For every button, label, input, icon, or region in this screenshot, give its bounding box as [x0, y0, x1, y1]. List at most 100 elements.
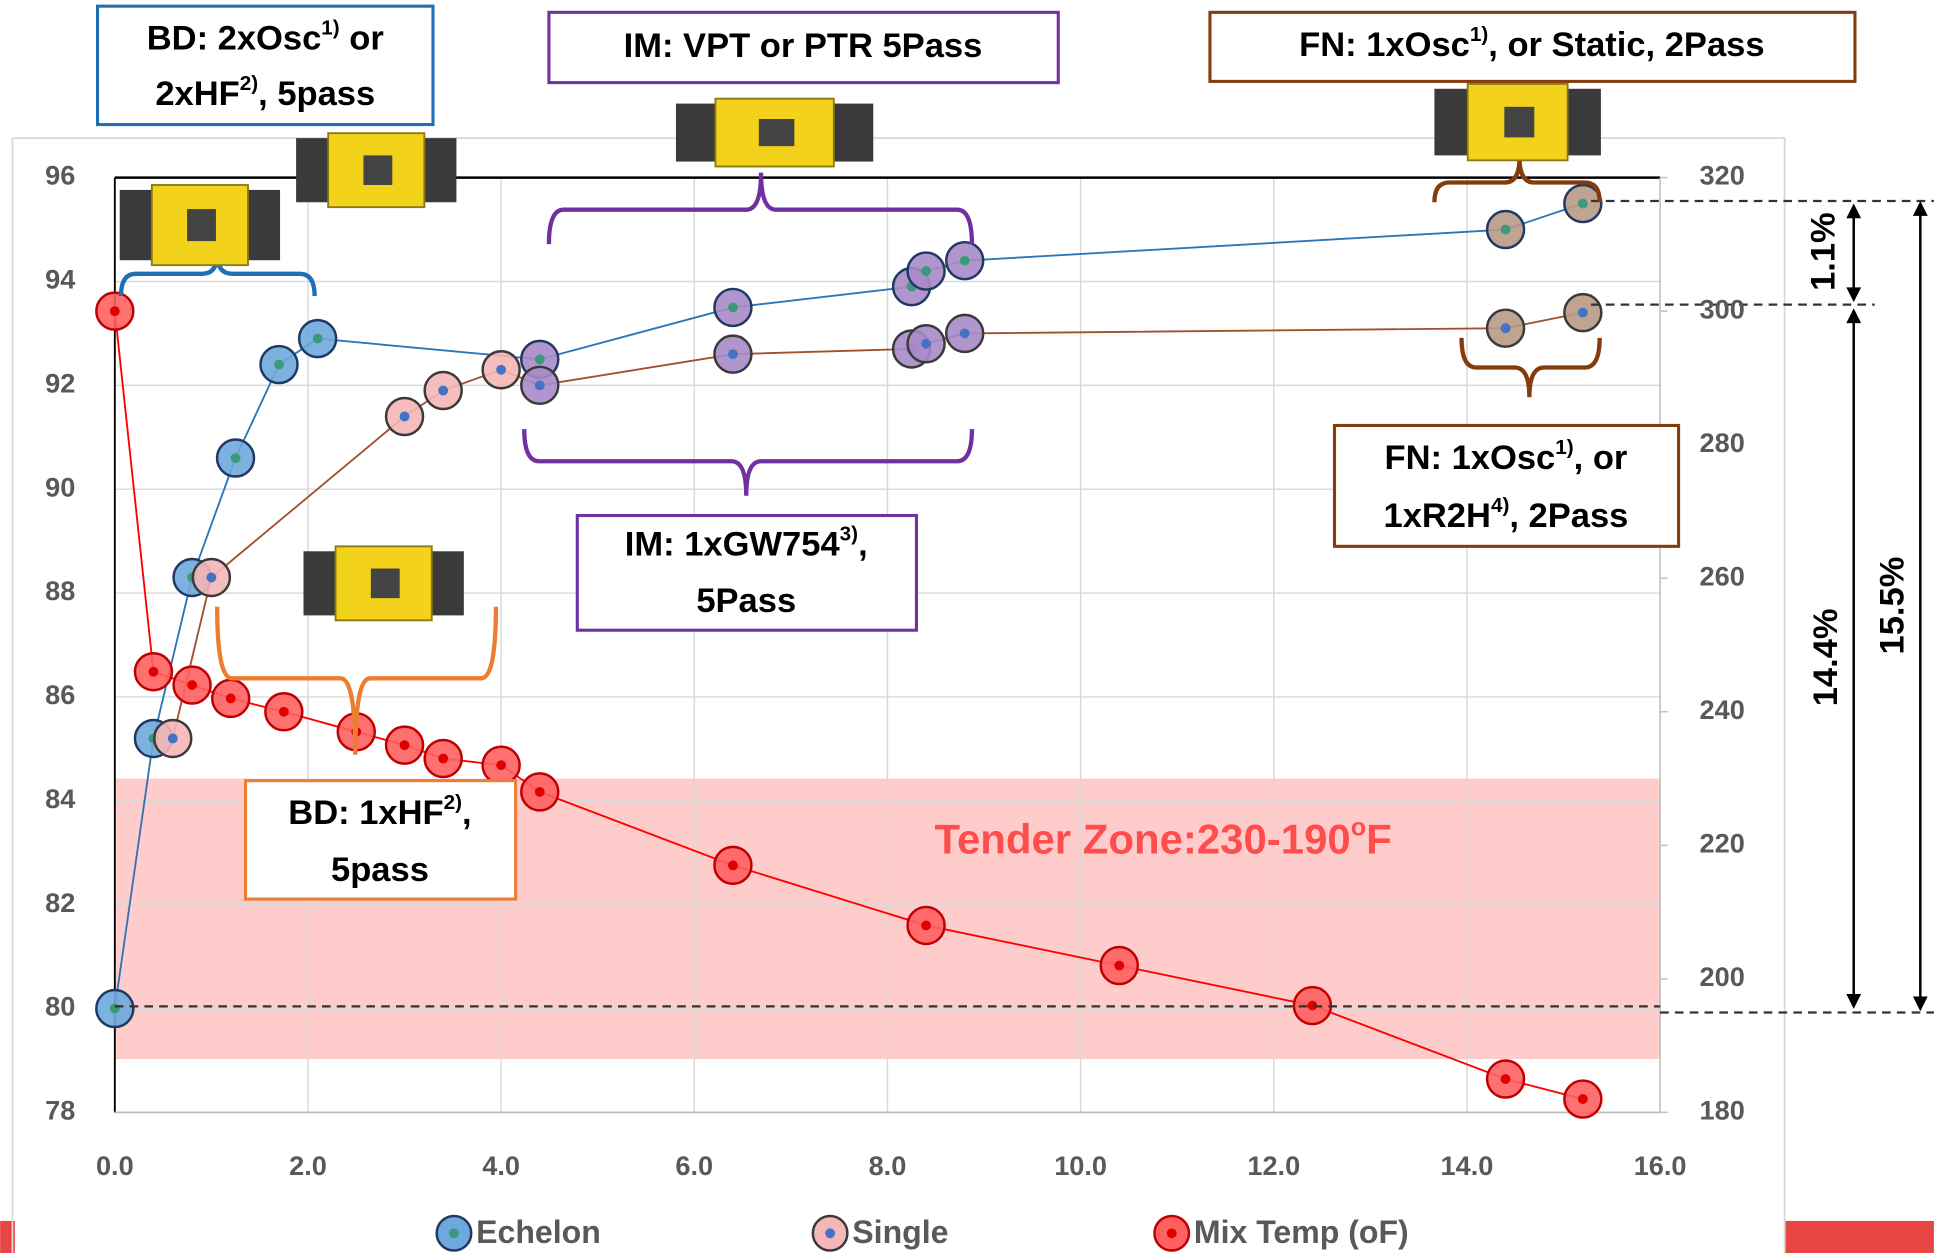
marker-dot: [921, 339, 931, 349]
annotation-part: or: [340, 20, 384, 58]
roller-drum: [421, 138, 456, 202]
roller-drum: [120, 190, 155, 260]
annotation-part: FN: 1xOsc: [1385, 439, 1556, 477]
chart: 7880828486889092949618020022024026028030…: [0, 0, 1934, 1253]
y2-tick-label: 320: [1700, 160, 1745, 191]
data-point: [212, 680, 249, 717]
annotation-superscript: 3): [840, 522, 858, 545]
data-point: [1564, 294, 1601, 331]
page: 7880828486889092949618020022024026028030…: [0, 0, 1934, 1253]
annotation-part: 1xR2H: [1384, 497, 1491, 535]
data-point: [193, 559, 230, 596]
data-point: [714, 847, 751, 884]
marker-dot: [1501, 323, 1511, 333]
marker-dot: [231, 453, 241, 463]
y2-tick-label: 300: [1700, 293, 1745, 324]
y-tick-label: 82: [45, 887, 75, 918]
marker-dot: [728, 349, 738, 359]
marker-dot: [921, 921, 931, 931]
roller-icon: [304, 546, 464, 620]
annotation-part: BD: 2xOsc: [147, 20, 322, 58]
annotation-part: , 2Pass: [1509, 497, 1628, 535]
data-point: [714, 336, 751, 373]
marker-dot: [279, 707, 289, 717]
annotation-text: FN: 1xOsc1), or: [1385, 436, 1628, 477]
roller-drum: [304, 551, 339, 615]
roller-drum: [296, 138, 331, 202]
data-point: [425, 372, 462, 409]
x-tick-label: 6.0: [675, 1150, 713, 1181]
marker-dot: [960, 256, 970, 266]
annotation-part: Tender Zone:230-190: [934, 815, 1350, 862]
y-tick-label: 86: [45, 679, 75, 710]
annotation-part: IM: VPT or PTR 5Pass: [624, 27, 983, 65]
legend-marker-dot: [825, 1228, 835, 1238]
x-tick-label: 2.0: [289, 1150, 327, 1181]
marker-dot: [1114, 961, 1124, 971]
legend-label: Echelon: [476, 1214, 601, 1250]
marker-dot: [110, 306, 120, 316]
marker-dot: [438, 754, 448, 764]
x-tick-label: 10.0: [1054, 1150, 1107, 1181]
x-tick-label: 4.0: [482, 1150, 520, 1181]
deco-bar: [1785, 1221, 1934, 1253]
annotation-part: FN: 1xOsc: [1299, 26, 1470, 64]
annotation-part: , or: [1574, 439, 1628, 477]
roller-drum: [830, 104, 873, 162]
roller-drum: [1564, 89, 1601, 156]
annotation-superscript: 2): [444, 791, 462, 814]
data-point: [908, 907, 945, 944]
y2-tick-label: 260: [1700, 560, 1745, 591]
data-point: [714, 289, 751, 326]
roller-icon: [120, 185, 280, 265]
roller-cab: [371, 569, 400, 599]
annotation-superscript: 1): [1470, 23, 1488, 46]
background: [0, 0, 1934, 1253]
dimension-label: 14.4%: [1807, 608, 1845, 706]
y2-tick-label: 200: [1700, 961, 1745, 992]
y-tick-label: 90: [45, 471, 75, 502]
data-point: [260, 346, 297, 383]
y-tick-label: 94: [45, 264, 75, 295]
marker-dot: [400, 740, 410, 750]
annotation-superscript: o: [1351, 813, 1366, 841]
roller-drum: [245, 190, 280, 260]
marker-dot: [110, 1004, 120, 1014]
annotation-superscript: 4): [1491, 494, 1509, 517]
roller-cab: [363, 155, 392, 185]
data-point: [135, 653, 172, 690]
marker-dot: [274, 360, 284, 370]
annotation-part: 5pass: [331, 851, 429, 889]
marker-dot: [206, 573, 216, 583]
roller-icon: [676, 99, 873, 167]
marker-dot: [168, 734, 178, 744]
marker-dot: [921, 266, 931, 276]
y-tick-label: 92: [45, 367, 75, 398]
annotation-part: BD: 1xHF: [288, 794, 443, 832]
y-tick-label: 78: [45, 1095, 75, 1126]
annotation-part: , 5pass: [258, 75, 375, 113]
annotation-superscript: 1): [321, 17, 339, 40]
data-point: [483, 747, 520, 784]
roller-cab: [759, 119, 795, 146]
marker-dot: [1578, 308, 1588, 318]
data-point: [946, 242, 983, 279]
y-tick-label: 88: [45, 575, 75, 606]
x-tick-label: 12.0: [1247, 1150, 1300, 1181]
dimension-label: 15.5%: [1874, 557, 1912, 655]
marker-dot: [535, 380, 545, 390]
data-point: [1564, 1081, 1601, 1118]
y2-tick-label: 280: [1700, 427, 1745, 458]
y-tick-label: 84: [45, 783, 75, 814]
annotation-part: 5Pass: [696, 582, 796, 620]
annotation-part: , or Static, 2Pass: [1488, 26, 1764, 64]
roller-drum: [429, 551, 464, 615]
data-point: [946, 315, 983, 352]
annotation-part: 2xHF: [155, 75, 239, 113]
annotation-text: Tender Zone:230-190oF: [934, 813, 1391, 862]
data-point: [521, 367, 558, 404]
data-point: [154, 720, 191, 757]
annotation-part: ,: [462, 794, 472, 832]
x-tick-label: 0.0: [96, 1150, 134, 1181]
marker-dot: [1578, 199, 1588, 209]
